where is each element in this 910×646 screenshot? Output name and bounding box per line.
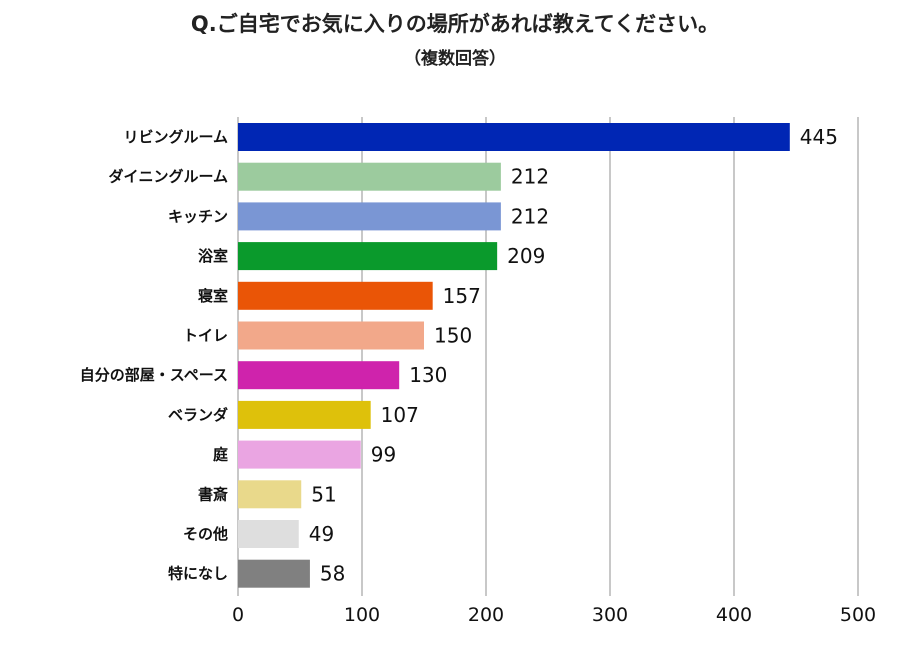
bar [238, 242, 498, 271]
chart-title: Q.ご自宅でお気に入りの場所があれば教えてください。 [190, 12, 720, 36]
bar [238, 281, 433, 310]
data-label: 209 [507, 244, 545, 268]
bar [238, 162, 501, 191]
category-label: キッチン [168, 207, 228, 225]
data-label: 157 [443, 284, 481, 308]
category-label: トイレ [183, 327, 228, 345]
data-label: 58 [320, 562, 345, 586]
x-tick-label: 200 [468, 604, 504, 626]
x-tick-label: 0 [232, 604, 244, 626]
category-label: 書斎 [198, 485, 228, 503]
x-tick-label: 100 [344, 604, 380, 626]
bar [238, 559, 310, 588]
x-tick-label: 400 [716, 604, 752, 626]
category-label: その他 [183, 525, 228, 543]
category-label: 浴室 [198, 247, 228, 265]
category-label: 特になし [168, 565, 228, 583]
bar [238, 480, 302, 509]
data-label: 212 [511, 165, 549, 189]
data-label: 51 [311, 482, 336, 506]
category-label: ダイニングルーム [108, 168, 228, 186]
bar [238, 400, 371, 429]
data-label: 212 [511, 204, 549, 228]
bar [238, 202, 501, 231]
data-label: 130 [409, 363, 447, 387]
category-label: 庭 [213, 446, 229, 464]
category-label: リビングルーム [123, 128, 228, 146]
data-label: 445 [800, 125, 838, 149]
category-label: 自分の部屋・スペース [80, 366, 228, 384]
data-label: 49 [309, 522, 334, 546]
data-label: 99 [371, 443, 396, 467]
bar [238, 321, 424, 350]
category-label: 寝室 [198, 287, 228, 305]
x-tick-label: 300 [592, 604, 628, 626]
bar [238, 440, 361, 469]
chart-subtitle: （複数回答） [404, 49, 506, 69]
data-label: 107 [381, 403, 419, 427]
category-label: ベランダ [168, 406, 228, 424]
bar [238, 123, 790, 151]
data-label: 150 [434, 324, 472, 348]
x-tick-label: 500 [840, 604, 876, 626]
bar [238, 520, 299, 548]
bar [238, 361, 400, 390]
